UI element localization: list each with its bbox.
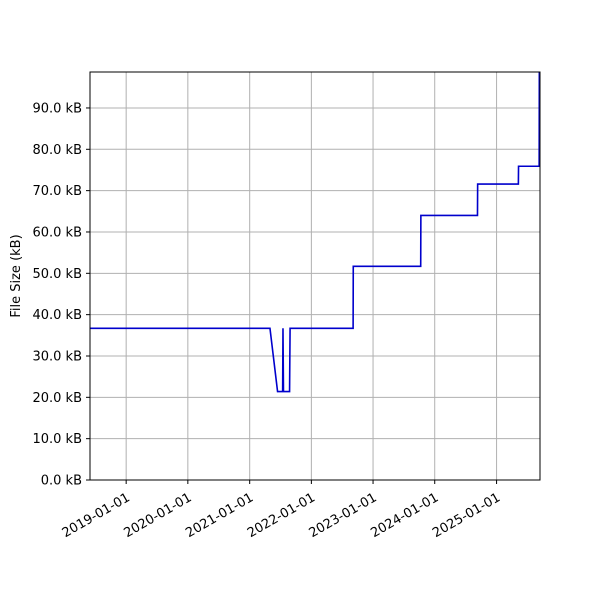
y-tick-label: 70.0 kB — [32, 184, 82, 199]
y-axis: 0.0 kB 10.0 kB 20.0 kB 30.0 kB 40.0 kB 50.0 k… — [32, 101, 90, 489]
y-tick-label: 40.0 kB — [32, 308, 82, 323]
x-tick-label: 2022-01-01 — [245, 490, 318, 541]
y-tick-label: 30.0 kB — [32, 349, 82, 364]
x-tick-label: 2021-01-01 — [183, 490, 256, 541]
x-axis: 2019-01-012020-01-012021-01-012022-01-01… — [60, 480, 503, 541]
y-tick-label: 80.0 kB — [32, 143, 82, 158]
y-axis-title: File Size (kB) — [9, 234, 24, 317]
y-tick-label: 50.0 kB — [32, 267, 82, 282]
y-tick-label: 0.0 kB — [41, 474, 82, 489]
x-tick-label: 2025-01-01 — [430, 490, 503, 541]
x-tick-label: 2024-01-01 — [368, 490, 441, 541]
x-tick-label: 2023-01-01 — [307, 490, 380, 541]
y-tick-label: 20.0 kB — [32, 391, 82, 406]
plot-area-frame — [89, 71, 541, 481]
series-line-1 — [90, 71, 541, 393]
x-tick-label: 2019-01-01 — [60, 490, 133, 541]
y-tick-label: 10.0 kB — [32, 432, 82, 447]
x-tick-label: 2020-01-01 — [121, 490, 194, 541]
y-tick-label: 90.0 kB — [32, 101, 82, 116]
y-tick-label: 60.0 kB — [32, 225, 82, 240]
series-layer — [90, 71, 541, 393]
grid — [90, 72, 540, 481]
